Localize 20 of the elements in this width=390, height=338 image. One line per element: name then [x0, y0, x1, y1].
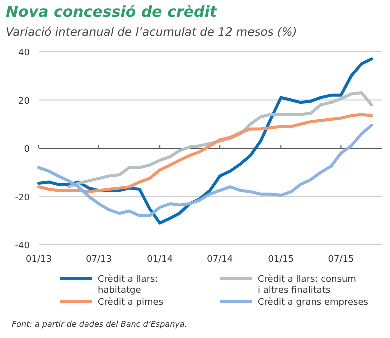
chart-title: Nova concessió de crèdit: [6, 3, 218, 21]
line-series: [38, 124, 374, 218]
text: Font: a partir de dades del Banc d’Espanya.: [12, 320, 188, 329]
x-tick-label: 07/15: [328, 255, 354, 265]
legend-label: Crèdit a llars: consum i altres finalitats: [258, 274, 356, 296]
y-tick-label: -20: [15, 193, 30, 204]
legend-label: Crèdit a grans empreses: [258, 297, 369, 308]
y-tick-label: 0: [24, 145, 30, 155]
x-tick-label: 01/13: [26, 255, 52, 265]
legend-label: Crèdit a llars: habitatge: [98, 274, 158, 296]
chart-subtitle: Variació interanual de l’acumulat de 12 mesos (%): [6, 25, 298, 39]
x-tick-label: 07/14: [207, 255, 234, 265]
line-series: [38, 113, 374, 194]
legend-label: Crèdit a pimes: [98, 297, 164, 308]
y-tick-label: 40: [18, 48, 30, 58]
x-tick-label: 01/14: [147, 255, 174, 265]
x-tick-label: 01/15: [268, 255, 294, 265]
x-tick-label: 07/13: [86, 255, 112, 265]
y-tick-label: -40: [15, 242, 30, 252]
y-tick-label: 20: [18, 96, 30, 107]
